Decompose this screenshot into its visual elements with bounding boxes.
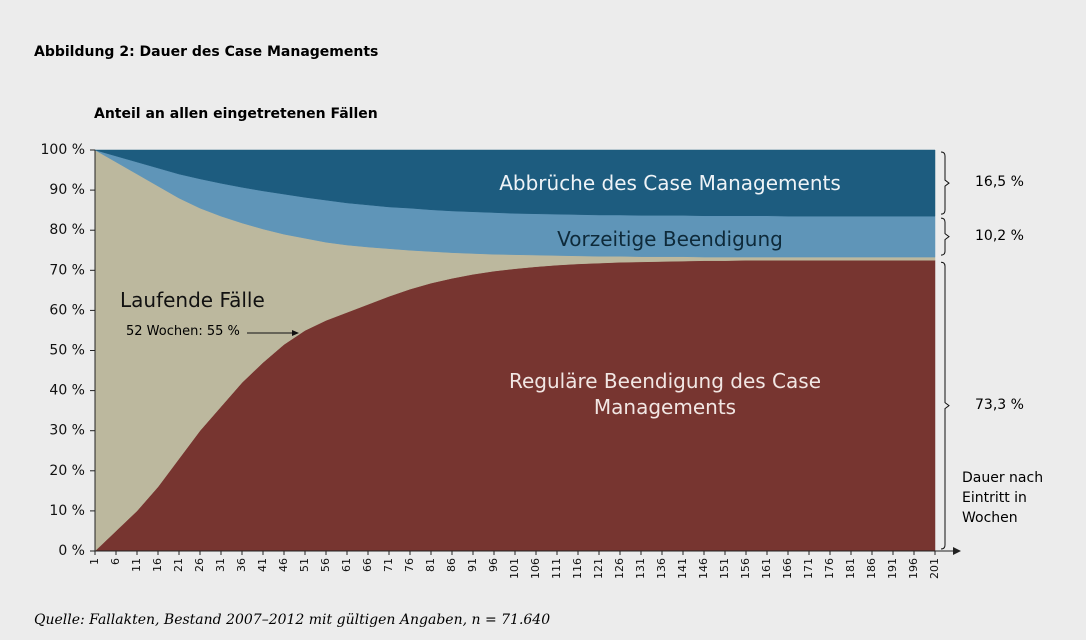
x-tick-label: 86 bbox=[445, 558, 458, 572]
x-tick-label: 61 bbox=[340, 558, 353, 572]
y-tick-label: 90 % bbox=[49, 182, 85, 198]
source: Quelle: Fallakten, Bestand 2007–2012 mit… bbox=[34, 612, 551, 628]
x-tick-label: 131 bbox=[634, 558, 647, 579]
y-tick-label: 20 % bbox=[49, 463, 85, 479]
x-tick-label: 151 bbox=[718, 558, 731, 579]
x-tick-label: 31 bbox=[214, 558, 227, 572]
x-tick-label: 91 bbox=[466, 558, 479, 572]
y-tick-label: 50 % bbox=[49, 343, 85, 359]
x-tick-label: 161 bbox=[760, 558, 773, 579]
y-tick-label: 80 % bbox=[49, 222, 85, 238]
x-tick-label: 1 bbox=[88, 558, 101, 565]
annotation: 52 Wochen: 55 % bbox=[126, 324, 240, 339]
x-tick-label: 201 bbox=[928, 558, 941, 579]
x-tick-label: 176 bbox=[823, 558, 836, 579]
series-label: Laufende Fälle bbox=[120, 288, 265, 312]
x-tick-label: 46 bbox=[277, 558, 290, 572]
x-tick-label: 166 bbox=[781, 558, 794, 579]
x-tick-label: 21 bbox=[172, 558, 185, 572]
x-tick-label: 186 bbox=[865, 558, 878, 579]
total-label: 16,5 % bbox=[975, 174, 1024, 191]
x-tick-label: 26 bbox=[193, 558, 206, 572]
annotation-arrowhead bbox=[292, 330, 299, 336]
chart-title: Abbildung 2: Dauer des Case Managements bbox=[34, 44, 379, 60]
y-tick-label: 30 % bbox=[49, 423, 85, 439]
x-axis-title: Dauer nach Eintritt in Wochen bbox=[962, 470, 1044, 526]
area bbox=[94, 149, 936, 217]
y-axis-title: Anteil an allen eingetretenen Fällen bbox=[94, 106, 378, 122]
x-tick-label: 181 bbox=[844, 558, 857, 579]
x-tick-label: 126 bbox=[613, 558, 626, 579]
brace bbox=[940, 261, 950, 550]
y-tick-label: 70 % bbox=[49, 262, 85, 278]
x-tick-label: 146 bbox=[697, 558, 710, 579]
y-tick-label: 60 % bbox=[49, 302, 85, 318]
x-tick-label: 141 bbox=[676, 558, 689, 579]
x-tick-label: 66 bbox=[361, 558, 374, 572]
series-label: Vorzeitige Beendigung bbox=[557, 227, 783, 251]
x-tick-label: 101 bbox=[508, 558, 521, 579]
x-tick-label: 76 bbox=[403, 558, 416, 572]
axis-arrow bbox=[953, 547, 961, 555]
x-tick-label: 56 bbox=[319, 558, 332, 572]
x-tick-label: 111 bbox=[550, 558, 563, 579]
y-tick-label: 40 % bbox=[49, 383, 85, 399]
x-tick-label: 106 bbox=[529, 558, 542, 579]
x-tick-label: 191 bbox=[886, 558, 899, 579]
x-tick-label: 196 bbox=[907, 558, 920, 579]
x-tick-label: 41 bbox=[256, 558, 269, 572]
brace bbox=[940, 151, 950, 215]
x-tick-label: 6 bbox=[109, 558, 122, 565]
series-label: Reguläre Beendigung des Case Managements bbox=[508, 369, 821, 419]
y-tick-label: 0 % bbox=[58, 543, 85, 559]
x-tick-label: 96 bbox=[487, 558, 500, 572]
x-tick-label: 121 bbox=[592, 558, 605, 579]
y-tick-label: 10 % bbox=[49, 503, 85, 519]
x-tick-label: 11 bbox=[130, 558, 143, 572]
x-tick-label: 81 bbox=[424, 558, 437, 572]
x-tick-label: 156 bbox=[739, 558, 752, 579]
x-tick-label: 171 bbox=[802, 558, 815, 579]
x-tick-label: 16 bbox=[151, 558, 164, 572]
x-tick-label: 36 bbox=[235, 558, 248, 572]
x-tick-label: 71 bbox=[382, 558, 395, 572]
series-label: Abbrüche des Case Managements bbox=[499, 171, 841, 195]
x-tick-label: 116 bbox=[571, 558, 584, 579]
x-tick-label: 51 bbox=[298, 558, 311, 572]
total-label: 10,2 % bbox=[975, 227, 1024, 244]
x-tick-label: 136 bbox=[655, 558, 668, 579]
y-tick-label: 100 % bbox=[41, 142, 85, 158]
total-label: 73,3 % bbox=[975, 396, 1024, 413]
brace bbox=[940, 217, 950, 256]
